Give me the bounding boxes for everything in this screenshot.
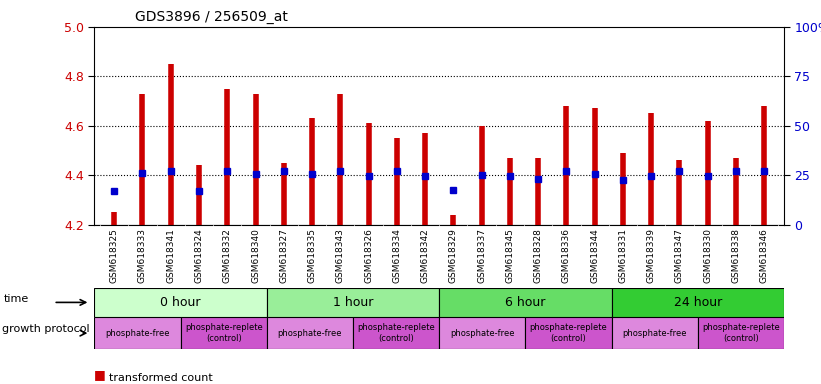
Text: GSM618341: GSM618341: [166, 228, 175, 283]
Bar: [267, 288, 439, 317]
Text: GSM618343: GSM618343: [336, 228, 345, 283]
Text: GSM618332: GSM618332: [222, 228, 232, 283]
Text: growth protocol: growth protocol: [2, 324, 90, 334]
Text: GSM618338: GSM618338: [732, 228, 741, 283]
Text: phosphate-free: phosphate-free: [450, 329, 515, 338]
Bar: [612, 288, 784, 317]
Text: 1 hour: 1 hour: [333, 296, 374, 309]
Text: GSM618340: GSM618340: [251, 228, 260, 283]
Text: phosphate-free: phosphate-free: [622, 329, 687, 338]
Text: GSM618337: GSM618337: [477, 228, 486, 283]
Text: time: time: [4, 293, 30, 304]
Text: 6 hour: 6 hour: [505, 296, 546, 309]
Text: GSM618325: GSM618325: [110, 228, 119, 283]
Text: phosphate-replete
(control): phosphate-replete (control): [702, 323, 780, 343]
Text: GSM618344: GSM618344: [590, 228, 599, 283]
Bar: [94, 317, 181, 349]
Text: GSM618329: GSM618329: [449, 228, 458, 283]
Text: GSM618334: GSM618334: [392, 228, 401, 283]
Text: GSM618335: GSM618335: [308, 228, 317, 283]
Text: GSM618347: GSM618347: [675, 228, 684, 283]
Text: phosphate-replete
(control): phosphate-replete (control): [530, 323, 608, 343]
Bar: [267, 317, 353, 349]
Text: GSM618330: GSM618330: [704, 228, 713, 283]
Text: GSM618339: GSM618339: [647, 228, 656, 283]
Text: GSM618328: GSM618328: [534, 228, 543, 283]
Text: GSM618333: GSM618333: [138, 228, 147, 283]
Text: GSM618346: GSM618346: [759, 228, 768, 283]
Text: GSM618345: GSM618345: [506, 228, 515, 283]
Text: phosphate-free: phosphate-free: [277, 329, 342, 338]
Bar: [439, 317, 525, 349]
Text: ■: ■: [94, 368, 110, 381]
Text: phosphate-replete
(control): phosphate-replete (control): [357, 323, 435, 343]
Text: GSM618342: GSM618342: [420, 228, 429, 283]
Text: 24 hour: 24 hour: [674, 296, 722, 309]
Text: GSM618331: GSM618331: [618, 228, 627, 283]
Text: GSM618327: GSM618327: [279, 228, 288, 283]
Bar: [439, 288, 612, 317]
Text: 0 hour: 0 hour: [160, 296, 201, 309]
Bar: [698, 317, 784, 349]
Text: phosphate-free: phosphate-free: [105, 329, 170, 338]
Bar: [181, 317, 267, 349]
Bar: [94, 288, 267, 317]
Text: GSM618336: GSM618336: [562, 228, 571, 283]
Text: GDS3896 / 256509_at: GDS3896 / 256509_at: [135, 10, 288, 23]
Bar: [612, 317, 698, 349]
Bar: [353, 317, 439, 349]
Text: phosphate-replete
(control): phosphate-replete (control): [185, 323, 263, 343]
Text: transformed count: transformed count: [109, 373, 213, 383]
Text: GSM618324: GSM618324: [195, 228, 204, 283]
Bar: [525, 317, 612, 349]
Text: GSM618326: GSM618326: [364, 228, 373, 283]
